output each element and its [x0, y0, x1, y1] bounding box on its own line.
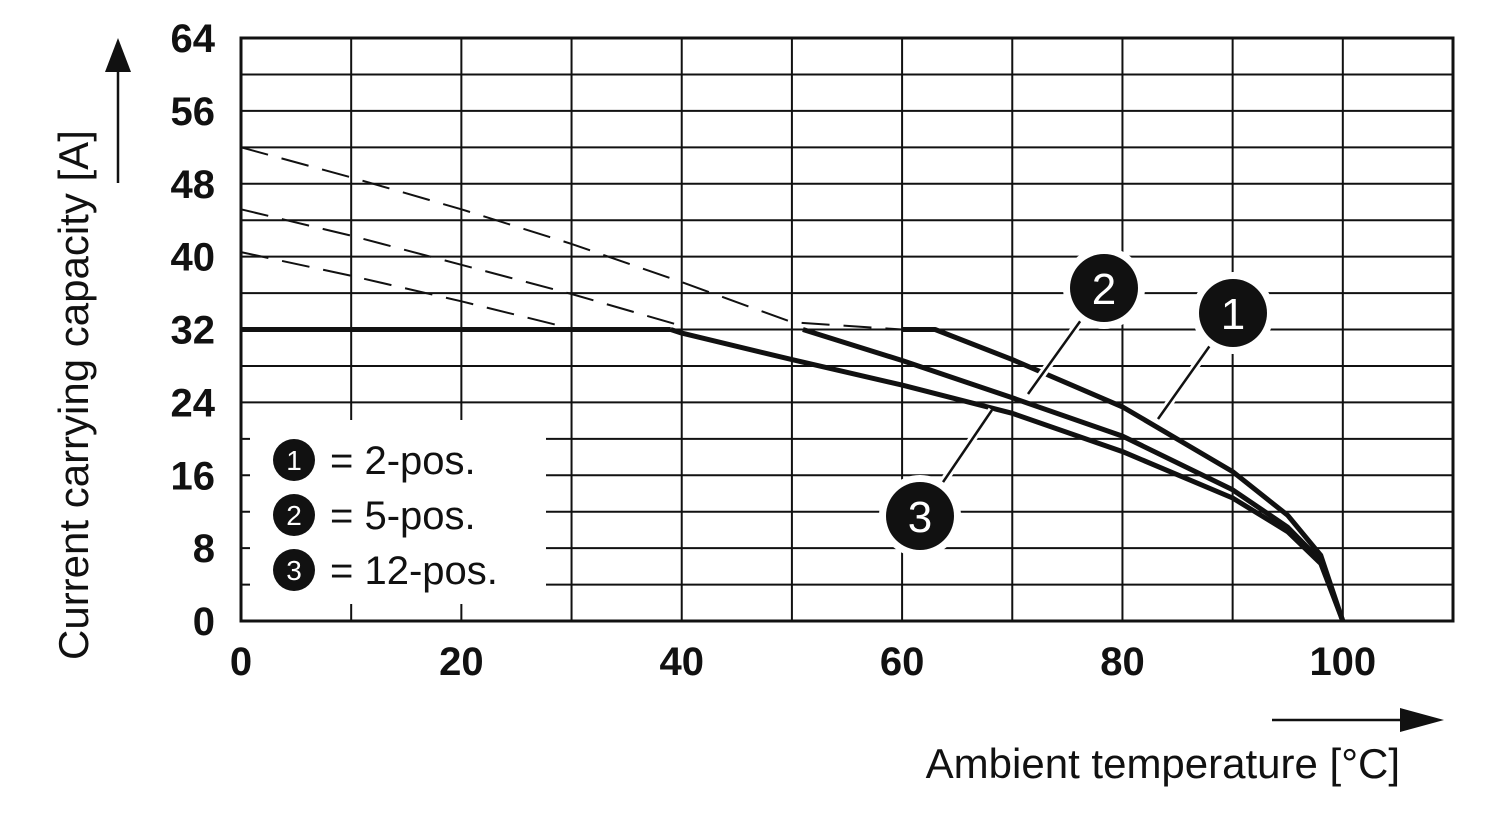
legend-number: 2 — [286, 500, 302, 531]
series-2-dashed-line — [240, 208, 682, 327]
x-axis-arrow-icon — [1272, 708, 1444, 732]
y-tick-label: 8 — [193, 527, 215, 571]
curve-callouts: 1 2 3 — [879, 247, 1274, 557]
callout-badge-3 — [886, 482, 954, 550]
legend-label: = 12-pos. — [330, 549, 498, 593]
y-tick-label: 0 — [193, 600, 215, 644]
legend-number: 1 — [286, 445, 302, 476]
legend: 1 = 2-pos. 2 = 5-pos. 3 = 12-pos. — [250, 420, 546, 604]
legend-marker-2 — [273, 494, 315, 536]
x-tick-labels: 0 20 40 60 80 100 — [230, 640, 1376, 684]
x-tick-label: 80 — [1100, 640, 1145, 684]
y-tick-label: 32 — [171, 309, 216, 353]
y-tick-label: 48 — [171, 163, 216, 207]
plot-frame — [239, 36, 1455, 623]
x-tick-label: 0 — [230, 640, 252, 684]
x-tick-label: 100 — [1309, 640, 1376, 684]
series-3-line — [669, 327, 1346, 622]
plot-border — [239, 36, 1455, 623]
x-axis-label: Ambient temperature [°C] — [926, 740, 1400, 787]
legend-marker-3 — [273, 549, 315, 591]
y-tick-label: 24 — [171, 381, 216, 425]
legend-number: 3 — [286, 555, 302, 586]
legend-label: = 5-pos. — [330, 494, 476, 538]
x-tick-label: 60 — [880, 640, 925, 684]
series-1-line — [902, 327, 1346, 622]
x-tick-label: 40 — [659, 640, 704, 684]
callout-badge-2 — [1070, 254, 1138, 322]
legend-marker-1 — [273, 439, 315, 481]
callout-number: 1 — [1221, 290, 1245, 339]
series-3-dashed-line — [240, 251, 572, 330]
callout-number: 3 — [908, 493, 932, 542]
x-tick-label: 20 — [439, 640, 484, 684]
series-1-dashed-line — [240, 146, 903, 331]
y-tick-label: 40 — [171, 236, 216, 280]
legend-label: = 2-pos. — [330, 439, 476, 483]
y-axis-label: Current carrying capacity [A] — [50, 130, 97, 660]
y-tick-label: 64 — [171, 17, 216, 61]
y-tick-label: 56 — [171, 90, 216, 134]
callout-number: 2 — [1092, 265, 1116, 314]
y-tick-label: 16 — [171, 454, 216, 498]
callout-badge-1 — [1199, 279, 1267, 347]
y-tick-labels: 0 8 16 24 32 40 48 56 64 — [171, 17, 216, 644]
curves — [240, 146, 1346, 622]
y-axis-arrow-icon — [105, 38, 131, 183]
